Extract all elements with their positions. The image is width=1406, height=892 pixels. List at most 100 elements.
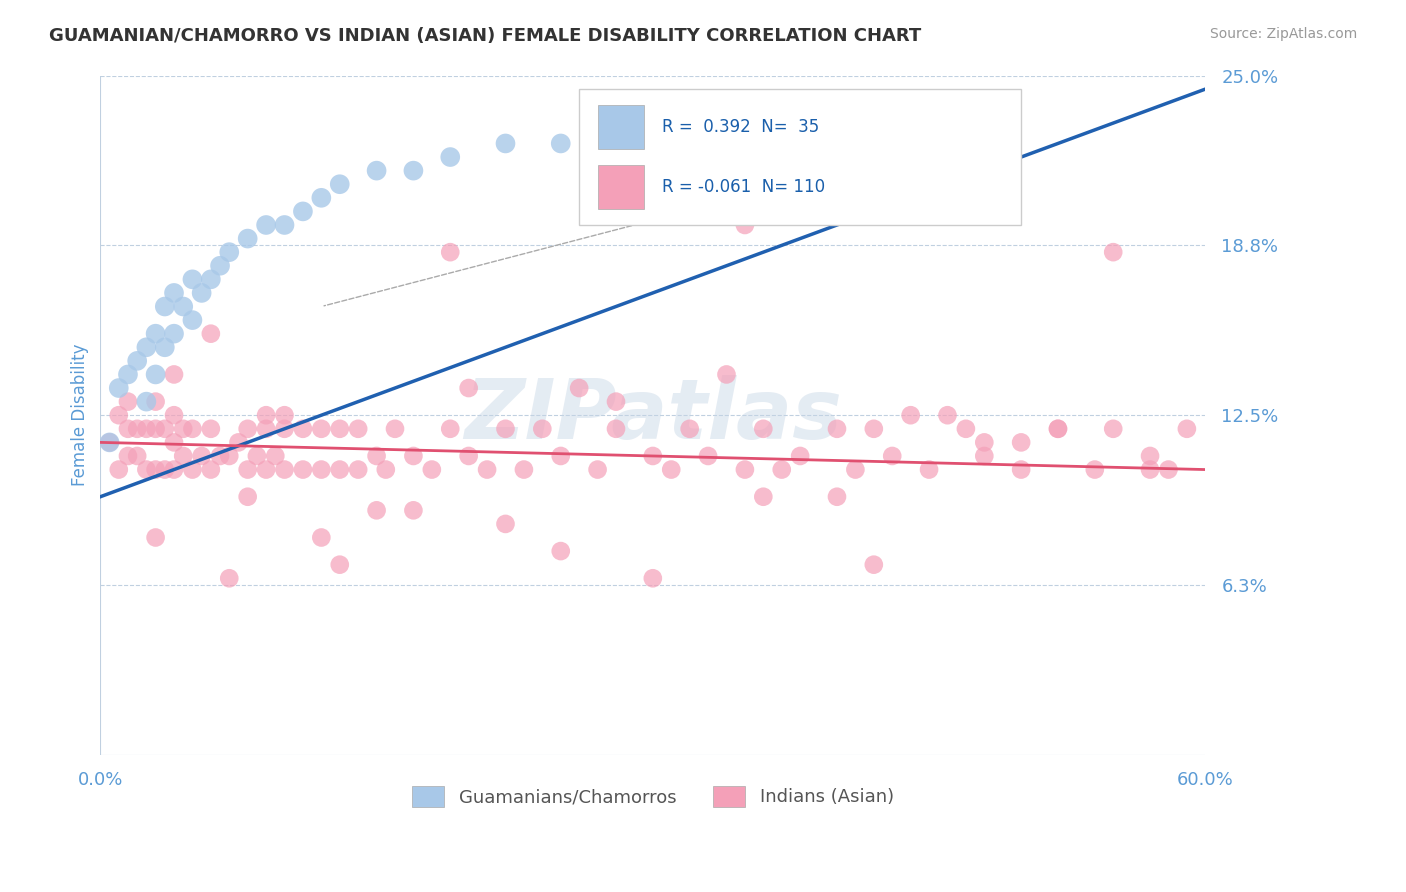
Point [209, 259, 232, 273]
Point [752, 422, 775, 436]
Point [181, 422, 204, 436]
Bar [579, 89, 1021, 225]
Point [384, 422, 406, 436]
Point [163, 368, 186, 382]
Point [311, 422, 333, 436]
Point [163, 326, 186, 341]
Point [163, 435, 186, 450]
Point [246, 449, 269, 463]
Point [254, 462, 277, 476]
Point [374, 462, 396, 476]
Point [127, 422, 149, 436]
Point [973, 435, 995, 450]
Point [1157, 462, 1180, 476]
Point [181, 462, 204, 476]
Point [200, 326, 222, 341]
Point [659, 462, 682, 476]
Point [311, 531, 333, 545]
Point [145, 422, 167, 436]
Point [117, 422, 139, 436]
Point [531, 422, 554, 436]
Point [347, 462, 370, 476]
Point [153, 422, 176, 436]
Point [135, 422, 157, 436]
Point [439, 422, 461, 436]
Point [936, 408, 959, 422]
Point [329, 558, 352, 572]
Text: R =  0.392  N=  35: R = 0.392 N= 35 [662, 118, 820, 136]
Point [1102, 245, 1125, 260]
Point [145, 462, 167, 476]
Point [495, 422, 517, 436]
Point [291, 204, 314, 219]
Point [163, 408, 186, 422]
Text: ZIPatlas: ZIPatlas [464, 375, 842, 456]
Point [172, 300, 194, 314]
Point [127, 354, 149, 368]
Text: Source: ZipAtlas.com: Source: ZipAtlas.com [1209, 27, 1357, 41]
Point [145, 531, 167, 545]
Point [200, 272, 222, 286]
Point [135, 462, 157, 476]
Legend: Guamanians/Chamorros, Indians (Asian): Guamanians/Chamorros, Indians (Asian) [405, 779, 901, 814]
Point [679, 136, 702, 151]
Point [475, 462, 498, 476]
Point [457, 449, 479, 463]
Point [366, 163, 388, 178]
Point [586, 462, 609, 476]
Point [770, 462, 793, 476]
Point [825, 422, 848, 436]
Point [402, 449, 425, 463]
Point [236, 462, 259, 476]
Point [145, 326, 167, 341]
Point [1084, 462, 1107, 476]
Point [218, 245, 240, 260]
Point [973, 136, 995, 151]
Point [163, 462, 186, 476]
Point [641, 571, 664, 585]
Point [236, 490, 259, 504]
Point [1102, 422, 1125, 436]
Point [200, 422, 222, 436]
Point [1010, 462, 1032, 476]
Point [900, 408, 922, 422]
Point [264, 449, 287, 463]
Point [172, 422, 194, 436]
Point [495, 136, 517, 151]
Point [273, 218, 295, 232]
Point [568, 381, 591, 395]
Point [1139, 462, 1161, 476]
Point [181, 272, 204, 286]
Point [181, 313, 204, 327]
Point [172, 449, 194, 463]
Point [955, 422, 977, 436]
Point [605, 422, 627, 436]
Point [734, 218, 756, 232]
Point [420, 462, 443, 476]
Point [789, 136, 811, 151]
Point [641, 449, 664, 463]
Point [366, 449, 388, 463]
Point [135, 340, 157, 354]
Point [862, 136, 884, 151]
Point [254, 422, 277, 436]
Point [329, 422, 352, 436]
Point [1139, 449, 1161, 463]
Point [209, 449, 232, 463]
Point [347, 422, 370, 436]
Point [550, 544, 572, 558]
Point [605, 394, 627, 409]
Point [153, 340, 176, 354]
Point [228, 435, 250, 450]
Point [117, 368, 139, 382]
Point [273, 422, 295, 436]
Point [273, 408, 295, 422]
Point [107, 462, 129, 476]
Point [402, 503, 425, 517]
Point [697, 449, 720, 463]
Point [153, 462, 176, 476]
Point [145, 368, 167, 382]
Point [135, 394, 157, 409]
Text: R = -0.061  N= 110: R = -0.061 N= 110 [662, 178, 825, 196]
Y-axis label: Female Disability: Female Disability [72, 344, 89, 486]
